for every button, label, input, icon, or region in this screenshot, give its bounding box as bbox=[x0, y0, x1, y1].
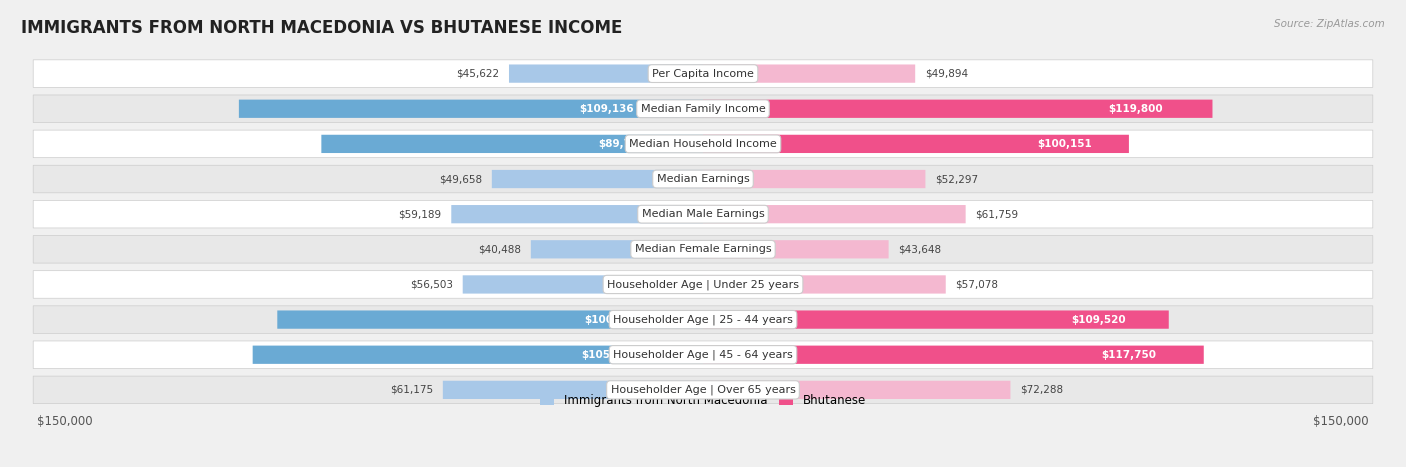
Text: Householder Age | Over 65 years: Householder Age | Over 65 years bbox=[610, 385, 796, 395]
FancyBboxPatch shape bbox=[703, 99, 1212, 118]
Text: Householder Age | 45 - 64 years: Householder Age | 45 - 64 years bbox=[613, 349, 793, 360]
FancyBboxPatch shape bbox=[253, 346, 703, 364]
Text: $49,894: $49,894 bbox=[925, 69, 967, 78]
FancyBboxPatch shape bbox=[451, 205, 703, 223]
Text: Source: ZipAtlas.com: Source: ZipAtlas.com bbox=[1274, 19, 1385, 28]
Text: IMMIGRANTS FROM NORTH MACEDONIA VS BHUTANESE INCOME: IMMIGRANTS FROM NORTH MACEDONIA VS BHUTA… bbox=[21, 19, 623, 37]
Text: $100,151: $100,151 bbox=[1038, 139, 1092, 149]
Text: $61,175: $61,175 bbox=[389, 385, 433, 395]
FancyBboxPatch shape bbox=[463, 276, 703, 294]
FancyBboxPatch shape bbox=[34, 341, 1372, 368]
Text: $45,622: $45,622 bbox=[457, 69, 499, 78]
Text: $61,759: $61,759 bbox=[976, 209, 1018, 219]
FancyBboxPatch shape bbox=[492, 170, 703, 188]
FancyBboxPatch shape bbox=[34, 306, 1372, 333]
FancyBboxPatch shape bbox=[703, 205, 966, 223]
FancyBboxPatch shape bbox=[703, 170, 925, 188]
Text: Householder Age | 25 - 44 years: Householder Age | 25 - 44 years bbox=[613, 314, 793, 325]
FancyBboxPatch shape bbox=[34, 165, 1372, 193]
Text: Median Earnings: Median Earnings bbox=[657, 174, 749, 184]
Text: Householder Age | Under 25 years: Householder Age | Under 25 years bbox=[607, 279, 799, 290]
FancyBboxPatch shape bbox=[34, 130, 1372, 158]
FancyBboxPatch shape bbox=[703, 276, 946, 294]
Text: $100,101: $100,101 bbox=[585, 315, 640, 325]
Text: Median Male Earnings: Median Male Earnings bbox=[641, 209, 765, 219]
Text: $72,288: $72,288 bbox=[1019, 385, 1063, 395]
FancyBboxPatch shape bbox=[34, 95, 1372, 122]
Text: Per Capita Income: Per Capita Income bbox=[652, 69, 754, 78]
Text: $57,078: $57,078 bbox=[955, 279, 998, 290]
Text: $52,297: $52,297 bbox=[935, 174, 979, 184]
Legend: Immigrants from North Macedonia, Bhutanese: Immigrants from North Macedonia, Bhutane… bbox=[536, 389, 870, 412]
FancyBboxPatch shape bbox=[239, 99, 703, 118]
Text: $119,800: $119,800 bbox=[1109, 104, 1163, 114]
FancyBboxPatch shape bbox=[34, 376, 1372, 403]
Text: Median Family Income: Median Family Income bbox=[641, 104, 765, 114]
FancyBboxPatch shape bbox=[703, 240, 889, 258]
Text: Median Household Income: Median Household Income bbox=[628, 139, 778, 149]
FancyBboxPatch shape bbox=[34, 200, 1372, 228]
Text: Median Female Earnings: Median Female Earnings bbox=[634, 244, 772, 255]
FancyBboxPatch shape bbox=[703, 135, 1129, 153]
Text: $40,488: $40,488 bbox=[478, 244, 522, 255]
FancyBboxPatch shape bbox=[322, 135, 703, 153]
Text: $43,648: $43,648 bbox=[898, 244, 941, 255]
Text: $109,136: $109,136 bbox=[579, 104, 633, 114]
Text: $105,892: $105,892 bbox=[581, 350, 636, 360]
Text: $109,520: $109,520 bbox=[1071, 315, 1126, 325]
FancyBboxPatch shape bbox=[509, 64, 703, 83]
FancyBboxPatch shape bbox=[703, 311, 1168, 329]
FancyBboxPatch shape bbox=[34, 235, 1372, 263]
Text: $49,658: $49,658 bbox=[439, 174, 482, 184]
FancyBboxPatch shape bbox=[443, 381, 703, 399]
FancyBboxPatch shape bbox=[277, 311, 703, 329]
Text: $56,503: $56,503 bbox=[411, 279, 453, 290]
FancyBboxPatch shape bbox=[703, 64, 915, 83]
FancyBboxPatch shape bbox=[34, 60, 1372, 87]
FancyBboxPatch shape bbox=[34, 271, 1372, 298]
FancyBboxPatch shape bbox=[531, 240, 703, 258]
FancyBboxPatch shape bbox=[703, 381, 1011, 399]
FancyBboxPatch shape bbox=[703, 346, 1204, 364]
Text: $117,750: $117,750 bbox=[1101, 350, 1156, 360]
Text: $59,189: $59,189 bbox=[398, 209, 441, 219]
Text: $89,741: $89,741 bbox=[598, 139, 645, 149]
